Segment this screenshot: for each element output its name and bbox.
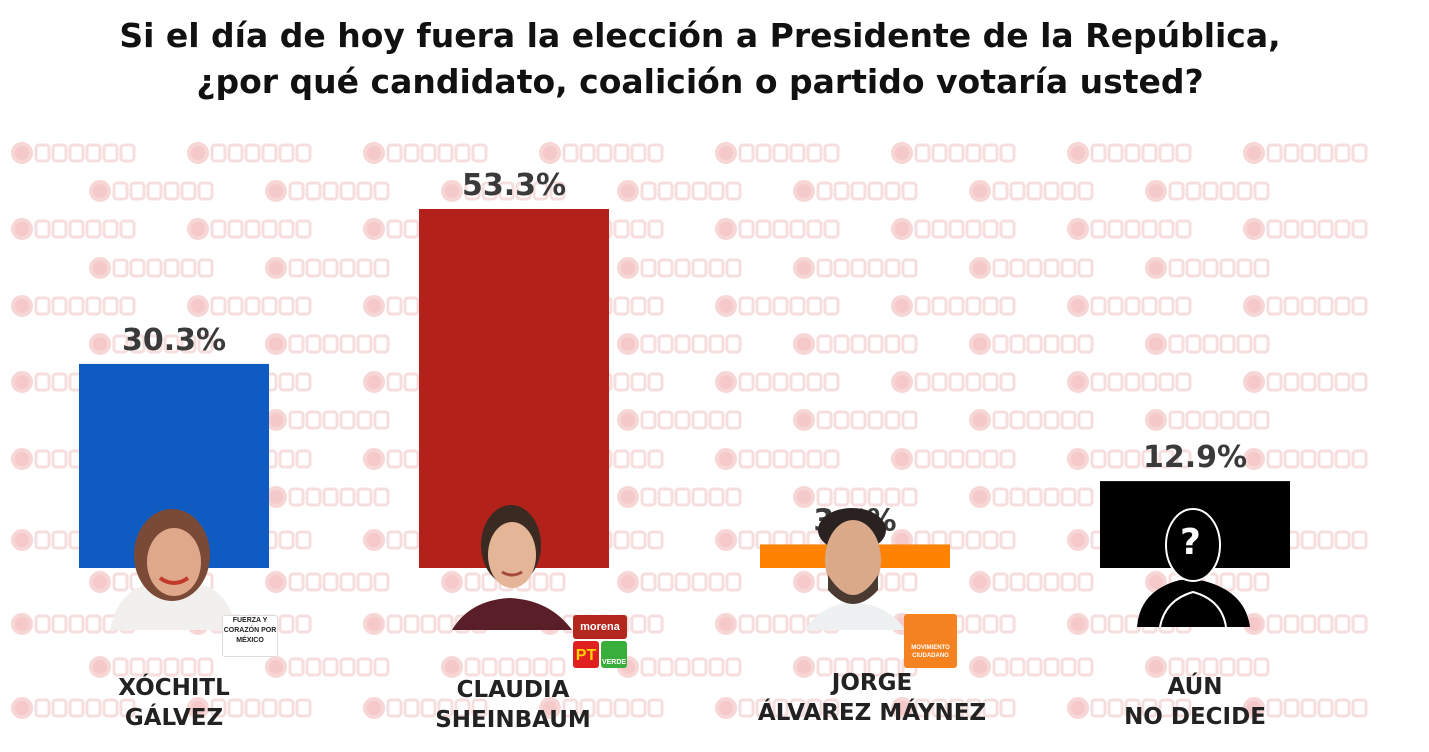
logo-movimiento-ciudadano: MOVIMIENTO CIUDADANO xyxy=(904,614,957,668)
watermark-logo xyxy=(1067,371,1192,393)
watermark-logo xyxy=(1243,371,1368,393)
candidate-name-xochitl: XÓCHITL GÁLVEZ xyxy=(118,675,230,731)
watermark-logo xyxy=(89,257,214,279)
watermark-logo xyxy=(715,448,840,470)
watermark-logo xyxy=(891,142,1016,164)
watermark-logo xyxy=(265,656,390,678)
watermark-logo xyxy=(1067,448,1192,470)
watermark-logo xyxy=(617,571,742,593)
watermark-logo xyxy=(363,613,488,635)
candidate-name-jorge: JORGE ÁLVAREZ MÁYNEZ xyxy=(757,670,987,726)
watermark-logo xyxy=(969,257,1094,279)
photo-jorge xyxy=(805,508,905,630)
watermark-logo xyxy=(1145,409,1270,431)
watermark-logo xyxy=(793,409,918,431)
data-label-0: 30.3% xyxy=(122,323,226,358)
watermark-logo xyxy=(1243,697,1368,719)
watermark-logo xyxy=(969,409,1094,431)
watermark-logo xyxy=(89,180,214,202)
watermark-logo xyxy=(11,295,136,317)
watermark-logo xyxy=(1145,333,1270,355)
watermark-logo xyxy=(617,333,742,355)
watermark-logo xyxy=(265,180,390,202)
watermark-logo xyxy=(89,656,214,678)
watermark-logo xyxy=(793,180,918,202)
watermark-logo xyxy=(969,180,1094,202)
watermark-logo xyxy=(969,486,1094,508)
watermark-logo xyxy=(793,257,918,279)
photo-claudia xyxy=(452,505,572,630)
watermark-logo xyxy=(617,409,742,431)
watermark-logo xyxy=(969,333,1094,355)
watermark-logo xyxy=(715,295,840,317)
watermark-logo xyxy=(969,571,1094,593)
watermark-logo xyxy=(539,142,664,164)
watermark-logo xyxy=(715,371,840,393)
data-label-1: 53.3% xyxy=(462,168,566,203)
watermark-logo xyxy=(1145,656,1270,678)
photo-xochitl xyxy=(110,509,236,630)
watermark-logo xyxy=(1145,180,1270,202)
watermark-logo xyxy=(793,486,918,508)
watermark-logo xyxy=(11,142,136,164)
watermark-logo xyxy=(539,697,664,719)
watermark-logo xyxy=(441,656,566,678)
watermark-logo xyxy=(617,180,742,202)
watermark-logo xyxy=(1243,613,1368,635)
watermark-logo xyxy=(187,218,312,240)
watermark-logo xyxy=(1067,218,1192,240)
watermark-logo xyxy=(441,180,566,202)
candidate-name-claudia: CLAUDIA SHEINBAUM xyxy=(435,677,591,733)
watermark-logo xyxy=(11,218,136,240)
logo-fuerza-corazon-mexico: FUERZA Y CORAZÓN POR MÉXICO xyxy=(222,615,278,657)
watermark-logo xyxy=(363,697,488,719)
chart-title-line1: Si el día de hoy fuera la elección a Pre… xyxy=(119,16,1281,55)
watermark-logo xyxy=(1067,295,1192,317)
watermark-logo xyxy=(891,295,1016,317)
watermark-logo xyxy=(265,333,390,355)
watermark-logo xyxy=(1243,448,1368,470)
watermark-logo xyxy=(363,142,488,164)
watermark-logo xyxy=(1243,142,1368,164)
data-label-3: 12.9% xyxy=(1143,440,1247,475)
watermark-logo xyxy=(715,142,840,164)
watermark-logo xyxy=(1243,218,1368,240)
watermark-logo xyxy=(11,697,136,719)
watermark-logo xyxy=(89,333,214,355)
watermark-logo xyxy=(265,571,390,593)
watermark-logo xyxy=(1243,295,1368,317)
logo-verde: VERDE xyxy=(601,641,627,668)
watermark-logo xyxy=(891,448,1016,470)
watermark-logo xyxy=(1145,257,1270,279)
watermark-logo xyxy=(187,295,312,317)
watermark-logo xyxy=(1067,697,1192,719)
question-mark-icon: ? xyxy=(1180,522,1201,563)
watermark-logo xyxy=(715,218,840,240)
logo-morena: morena xyxy=(573,615,627,639)
watermark-logo xyxy=(793,333,918,355)
watermark-logo xyxy=(969,656,1094,678)
watermark-logo xyxy=(891,697,1016,719)
watermark-logo xyxy=(1067,142,1192,164)
photo-undecided-silhouette xyxy=(1137,508,1250,628)
watermark-logo xyxy=(187,142,312,164)
watermark-logo xyxy=(891,371,1016,393)
watermark-logo xyxy=(265,409,390,431)
watermark-logo xyxy=(891,218,1016,240)
logo-pt: PT xyxy=(573,641,599,668)
watermark-logo xyxy=(617,257,742,279)
watermark-logo xyxy=(617,486,742,508)
watermark-logo xyxy=(265,257,390,279)
chart-title-line2: ¿por qué candidato, coalición o partido … xyxy=(196,62,1204,101)
watermark-logo xyxy=(187,697,312,719)
watermark-logo xyxy=(715,697,840,719)
candidate-name-undecided: AÚN NO DECIDE xyxy=(1124,674,1266,730)
